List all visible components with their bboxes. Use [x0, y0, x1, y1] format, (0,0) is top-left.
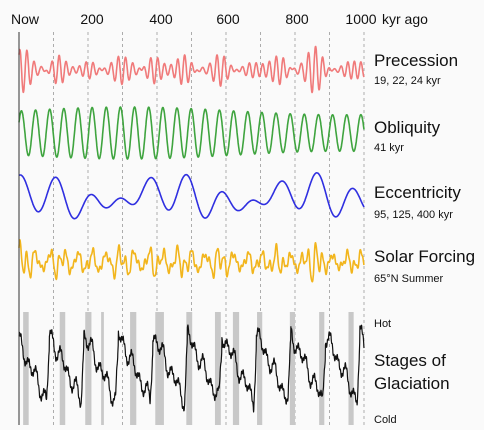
glaciation-curve	[18, 324, 365, 413]
x-tick-labels: Now 200 400 600 800 1000 kyr ago	[11, 11, 428, 27]
solar-forcing-curve	[18, 239, 365, 283]
interglacial-band-1	[59, 312, 66, 425]
interglacial-band-9	[257, 312, 263, 425]
interglacial-band-6	[186, 312, 193, 425]
interglacial-band-10	[289, 312, 295, 425]
series-labels: Precession 19, 22, 24 kyr Obliquity 41 k…	[374, 51, 475, 426]
label-cold: Cold	[374, 414, 397, 426]
x-unit-label: kyr ago	[382, 11, 428, 27]
label-obliquity-periods: 41 kyr	[374, 142, 404, 154]
label-eccentricity-periods: 95, 125, 400 kyr	[374, 209, 453, 221]
label-hot: Hot	[374, 318, 391, 330]
interglacial-band-0	[23, 312, 29, 425]
interglacial-band-2	[85, 312, 92, 425]
x-tick-800: 800	[285, 11, 309, 27]
interglacial-band-12	[348, 312, 354, 425]
interglacial-band-4	[130, 312, 137, 425]
interglacial-band-7	[214, 312, 221, 425]
eccentricity-curve	[18, 172, 365, 220]
precession-curve	[18, 45, 365, 94]
label-glaciation: Glaciation	[374, 374, 450, 393]
interglacial-bands	[23, 312, 354, 425]
label-obliquity: Obliquity	[374, 118, 441, 137]
series-curves	[18, 45, 365, 413]
label-precession-periods: 19, 22, 24 kyr	[374, 75, 441, 87]
label-stages-of: Stages of	[374, 351, 446, 370]
x-tick-600: 600	[216, 11, 240, 27]
label-solar-forcing: Solar Forcing	[374, 247, 475, 266]
x-tick-400: 400	[149, 11, 173, 27]
interglacial-band-8	[232, 312, 240, 425]
interglacial-band-3	[101, 312, 104, 425]
label-precession: Precession	[374, 51, 458, 70]
label-solar-forcing-sub: 65°N Summer	[374, 273, 444, 285]
x-tick-200: 200	[80, 11, 104, 27]
obliquity-curve	[18, 106, 365, 160]
label-eccentricity: Eccentricity	[374, 183, 461, 202]
interglacial-band-5	[155, 312, 164, 425]
x-tick-1000: 1000	[345, 11, 376, 27]
x-tick-now: Now	[11, 11, 40, 27]
interglacial-band-11	[319, 312, 325, 425]
